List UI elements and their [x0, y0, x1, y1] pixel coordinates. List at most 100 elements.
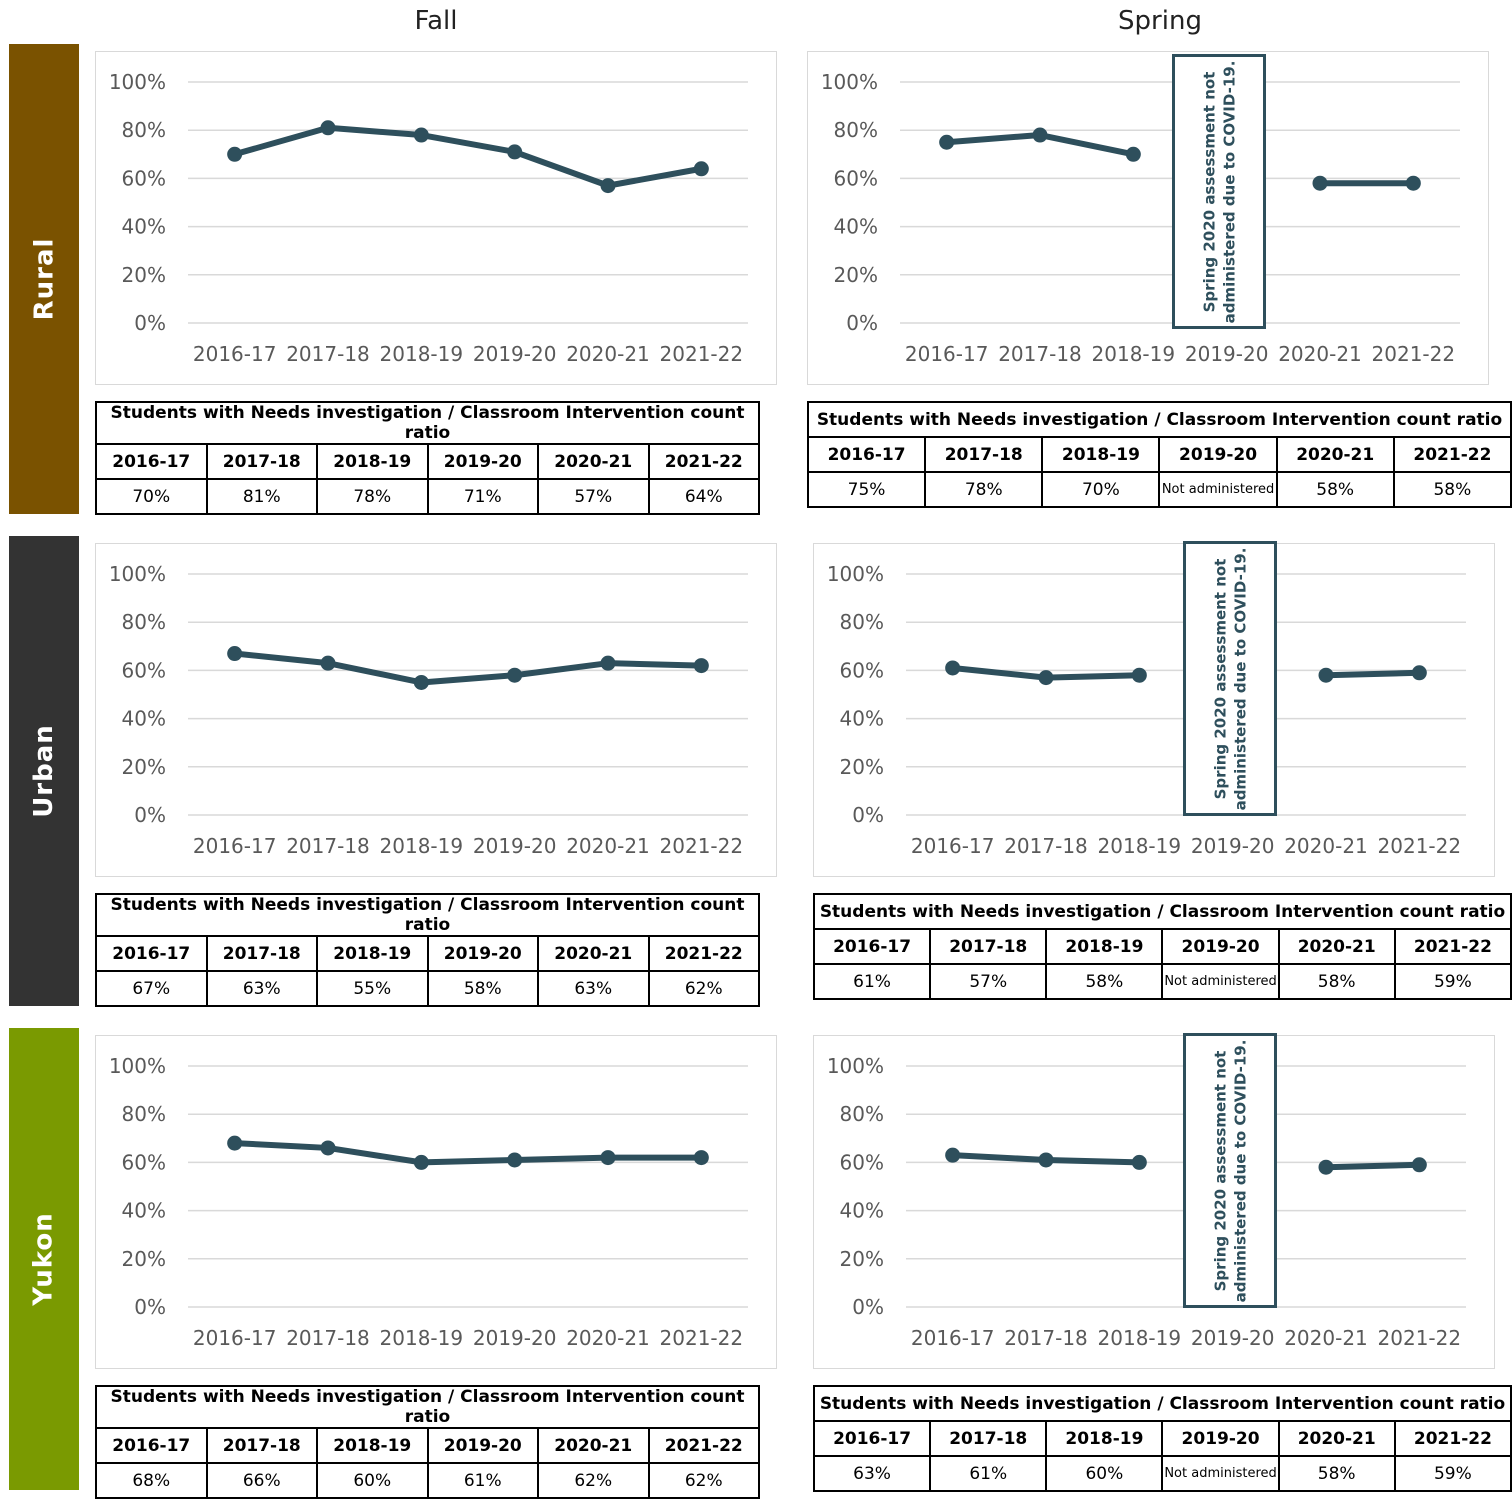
table-value-cell: 58%: [1045, 963, 1164, 1000]
y-tick-label: 80%: [122, 118, 166, 142]
series-line: [233, 124, 702, 189]
table-year-header: 2016-17: [95, 443, 208, 480]
table-year-header: 2019-20: [1158, 436, 1278, 473]
band-yukon: Yukon: [9, 1028, 79, 1490]
table-year-header: 2020-21: [1277, 1420, 1396, 1457]
x-tick-label: 2020-21: [566, 834, 650, 858]
table-value-cell: 62%: [537, 1462, 650, 1499]
table-year-header: 2018-19: [316, 1427, 429, 1464]
table-value-cell: 64%: [647, 478, 760, 515]
table-urban-spring: Students with Needs investigation / Clas…: [812, 893, 1512, 1000]
x-tick-label: 2020-21: [566, 1326, 650, 1350]
y-tick-label: 40%: [122, 707, 166, 731]
y-tick-label: 0%: [134, 803, 166, 827]
data-point: [227, 646, 243, 662]
data-point: [1312, 175, 1328, 191]
data-point: [1032, 127, 1048, 143]
table-value-cell: 78%: [316, 478, 429, 515]
table-year-header: 2018-19: [1045, 928, 1164, 965]
table-year-header: 2021-22: [1393, 1420, 1512, 1457]
data-point: [320, 655, 336, 671]
table-value-cell: 68%: [95, 1462, 208, 1499]
y-tick-label: 40%: [834, 215, 878, 239]
table-year-header: 2018-19: [316, 935, 429, 972]
table-value-cell: 78%: [924, 471, 1044, 508]
data-point: [600, 655, 616, 671]
table-value-cell: 61%: [426, 1462, 539, 1499]
table-year-header: 2017-18: [924, 436, 1044, 473]
line-chart: 0% 20% 40% 60% 80% 100% 2016-17 2017-18 2018-19 2…: [109, 562, 748, 858]
data-point: [1125, 146, 1141, 162]
table-value-cell: 60%: [1045, 1455, 1164, 1492]
table-year-header: 2019-20: [1161, 928, 1280, 965]
table-value-cell: 57%: [537, 478, 650, 515]
table-year-header: 2019-20: [426, 443, 539, 480]
x-tick-label: 2018-19: [380, 1326, 464, 1350]
spring-note-text: Spring 2020 assessment not administered …: [1200, 60, 1238, 323]
data-point: [1411, 1157, 1427, 1173]
series-line: [234, 1140, 702, 1166]
y-tick-label: 40%: [122, 215, 166, 239]
chart-urban-fall: 0% 20% 40% 60% 80% 100% 2016-17 2017-18 2018-19 2…: [95, 543, 777, 877]
x-tick-label: 2018-19: [1098, 1326, 1182, 1350]
table-title: Students with Needs investigation / Clas…: [813, 893, 1512, 930]
y-tick-label: 100%: [827, 562, 884, 586]
data-point: [413, 127, 429, 143]
table-title: Students with Needs investigation / Clas…: [95, 893, 760, 937]
y-tick-label: 20%: [122, 263, 166, 287]
table-year-header: 2021-22: [647, 935, 760, 972]
table-year-header: 2017-18: [205, 443, 318, 480]
x-tick-label: 2019-20: [1185, 342, 1269, 366]
data-point: [413, 1154, 429, 1170]
table-value-cell: 63%: [537, 970, 650, 1007]
table-value-cell: 58%: [1277, 1455, 1396, 1492]
x-tick-label: 2021-22: [1372, 342, 1456, 366]
spring-column-heading: Spring: [1118, 6, 1202, 36]
y-tick-label: 0%: [846, 311, 878, 335]
table-value-cell: 59%: [1393, 1455, 1512, 1492]
data-point: [600, 1150, 616, 1166]
x-tick-label: 2017-18: [286, 342, 370, 366]
table-value-cell: 70%: [1041, 471, 1161, 508]
line-chart: 0% 20% 40% 60% 80% 100% 2016-17 2017-18 2018-19 2…: [827, 562, 1466, 858]
x-tick-label: 2016-17: [193, 834, 277, 858]
y-tick-label: 100%: [827, 1054, 884, 1078]
x-tick-label: 2021-22: [660, 1326, 744, 1350]
series-line: [234, 650, 702, 686]
band-label-rural: Rural: [29, 237, 59, 321]
data-point: [693, 1150, 709, 1166]
table-title: Students with Needs investigation / Clas…: [807, 401, 1512, 438]
y-tick-label: 60%: [840, 1150, 884, 1174]
spring-note-rural: Spring 2020 assessment not administered …: [1172, 54, 1266, 329]
x-tick-label: 2016-17: [911, 834, 995, 858]
series-line: [1325, 1161, 1420, 1171]
table-year-header: 2018-19: [1041, 436, 1161, 473]
y-tick-label: 60%: [840, 658, 884, 682]
data-point: [320, 120, 336, 136]
line-chart: 0% 20% 40% 60% 80% 100% 2016-17 2017-18 2018-19 2…: [827, 1054, 1466, 1350]
x-tick-label: 2017-18: [1004, 1326, 1088, 1350]
table-value-cell: 81%: [205, 478, 318, 515]
table-year-header: 2016-17: [95, 935, 208, 972]
y-tick-label: 20%: [840, 1247, 884, 1271]
data-point: [1411, 665, 1427, 681]
data-point: [227, 146, 243, 162]
table-yukon-spring: Students with Needs investigation / Clas…: [812, 1385, 1512, 1492]
y-tick-label: 20%: [122, 755, 166, 779]
table-year-header: 2016-17: [812, 928, 932, 965]
y-tick-label: 80%: [840, 1102, 884, 1126]
x-tick-label: 2018-19: [1092, 342, 1176, 366]
table-year-header: 2020-21: [1275, 436, 1395, 473]
table-value-cell: 62%: [647, 970, 760, 1007]
x-tick-label: 2021-22: [1378, 834, 1462, 858]
data-point: [413, 674, 429, 690]
fall-column-heading: Fall: [414, 6, 458, 36]
x-tick-label: 2018-19: [380, 834, 464, 858]
chart-rural-fall: 0% 20% 40% 60% 80% 100% 2016-17 2017-18 2018-19 2…: [95, 51, 777, 385]
table-value-cell: 75%: [806, 471, 927, 508]
y-tick-label: 60%: [122, 1150, 166, 1174]
data-point: [1318, 1159, 1334, 1175]
x-tick-label: 2021-22: [660, 834, 744, 858]
table-year-header: 2021-22: [1393, 928, 1512, 965]
x-tick-label: 2020-21: [1284, 834, 1368, 858]
